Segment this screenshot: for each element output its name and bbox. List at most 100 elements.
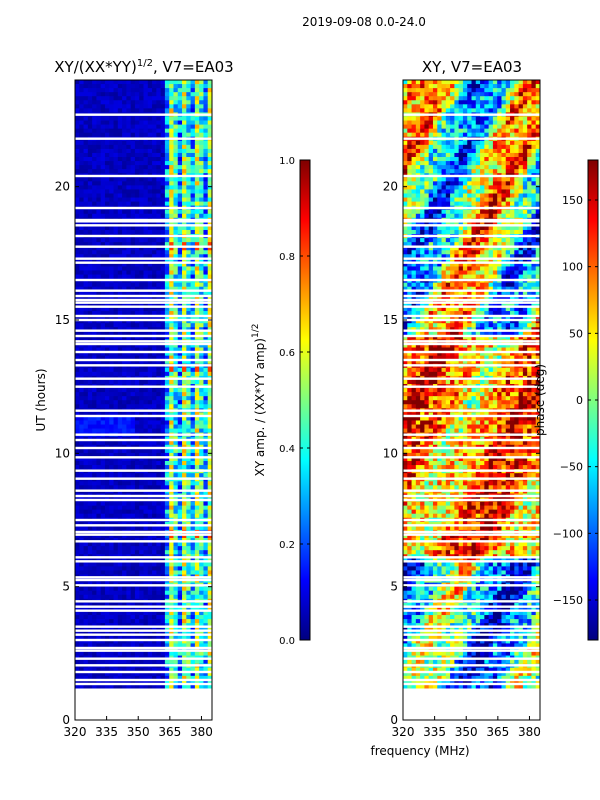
heatmap-cell: [177, 392, 183, 397]
heatmap-cell: [143, 116, 149, 122]
heatmap-cell: [117, 144, 123, 150]
heatmap-cell: [117, 181, 123, 186]
heatmap-cell: [169, 88, 174, 93]
heatmap-cell: [182, 335, 187, 340]
heatmap-cell: [109, 80, 115, 85]
heatmap-cell: [186, 359, 192, 365]
heatmap-cell: [143, 485, 149, 490]
heatmap-cell: [160, 675, 166, 681]
flagged-gap: [75, 494, 212, 498]
heatmap-cell: [199, 96, 204, 101]
heatmap-cell: [147, 667, 153, 673]
heatmap-cell: [130, 128, 136, 134]
heatmap-cell: [75, 461, 80, 466]
heatmap-cell: [186, 193, 192, 199]
heatmap-cell: [164, 323, 170, 328]
heatmap-cell: [83, 189, 89, 194]
heatmap-cell: [87, 550, 93, 555]
heatmap-cell: [160, 197, 166, 203]
heatmap-cell: [164, 169, 170, 174]
heatmap-cell: [160, 619, 166, 624]
heatmap-cell: [207, 225, 213, 231]
heatmap-cell: [160, 181, 166, 186]
amplitude-colorbar-gradient: [300, 160, 310, 640]
heatmap-cell: [139, 659, 144, 665]
heatmap-cell: [177, 623, 183, 628]
heatmap-cell: [147, 335, 153, 340]
heatmap-cell: [207, 619, 213, 624]
heatmap-cell: [169, 456, 174, 462]
heatmap-cell: [75, 456, 80, 462]
heatmap-cell: [117, 371, 123, 377]
heatmap-cell: [113, 525, 119, 531]
heatmap-cell: [207, 355, 213, 361]
heatmap-cell: [177, 521, 183, 527]
heatmap-cell: [177, 473, 183, 478]
heatmap-cell: [87, 452, 93, 458]
heatmap-cell: [173, 639, 179, 644]
heatmap-cell: [160, 311, 166, 316]
heatmap-cell: [207, 610, 213, 616]
heatmap-cell: [109, 679, 115, 685]
heatmap-cell: [177, 197, 183, 203]
heatmap-cell: [126, 193, 132, 199]
heatmap-cell: [173, 181, 179, 186]
heatmap-cell: [199, 302, 204, 308]
heatmap-cell: [104, 157, 110, 162]
heatmap-cell: [190, 412, 196, 417]
heatmap-cell: [177, 371, 183, 377]
heatmap-cell: [87, 594, 93, 600]
heatmap-cell: [160, 302, 166, 308]
heatmap-cell: [190, 100, 196, 105]
heatmap-cell: [152, 189, 157, 194]
heatmap-cell: [139, 570, 144, 575]
heatmap-cell: [87, 250, 93, 255]
heatmap-cell: [113, 104, 119, 109]
heatmap-cell: [160, 189, 166, 194]
heatmap-cell: [177, 286, 183, 292]
heatmap-cell: [126, 242, 132, 247]
heatmap-cell: [169, 420, 174, 426]
heatmap-cell: [199, 420, 204, 426]
heatmap-cell: [92, 266, 97, 271]
heatmap-cell: [134, 258, 140, 263]
heatmap-cell: [194, 80, 200, 85]
heatmap-cell: [152, 157, 157, 162]
heatmap-cell: [100, 120, 106, 126]
heatmap-cell: [207, 671, 213, 677]
heatmap-cell: [156, 643, 162, 648]
heatmap-cell: [169, 286, 174, 292]
heatmap-cell: [199, 485, 204, 490]
heatmap-cell: [143, 157, 149, 162]
heatmap-cell: [147, 306, 153, 312]
heatmap-cell: [169, 371, 174, 377]
heatmap-cell: [122, 359, 127, 365]
heatmap-cell: [83, 266, 89, 271]
heatmap-cell: [160, 602, 166, 608]
heatmap-cell: [100, 116, 106, 122]
heatmap-cell: [92, 225, 97, 231]
heatmap-cell: [203, 351, 209, 357]
heatmap-cell: [143, 542, 149, 547]
heatmap-cell: [139, 615, 144, 620]
heatmap-cell: [207, 606, 213, 612]
heatmap-cell: [75, 282, 80, 288]
heatmap-cell: [169, 266, 174, 271]
heatmap-cell: [87, 513, 93, 519]
heatmap-cell: [87, 615, 93, 620]
heatmap-cell: [87, 347, 93, 353]
heatmap-cell: [177, 465, 183, 470]
heatmap-cell: [117, 465, 123, 470]
heatmap-cell: [75, 100, 80, 105]
heatmap-cell: [92, 152, 97, 158]
heatmap-cell: [130, 185, 136, 190]
heatmap-cell: [207, 290, 213, 296]
heatmap-cell: [207, 140, 213, 146]
heatmap-cell: [113, 367, 119, 373]
heatmap-cell: [117, 428, 123, 434]
heatmap-cell: [467, 84, 472, 89]
heatmap-cell: [190, 225, 196, 231]
heatmap-cell: [75, 388, 80, 393]
heatmap-cell: [199, 521, 204, 527]
heatmap-cell: [83, 306, 89, 312]
